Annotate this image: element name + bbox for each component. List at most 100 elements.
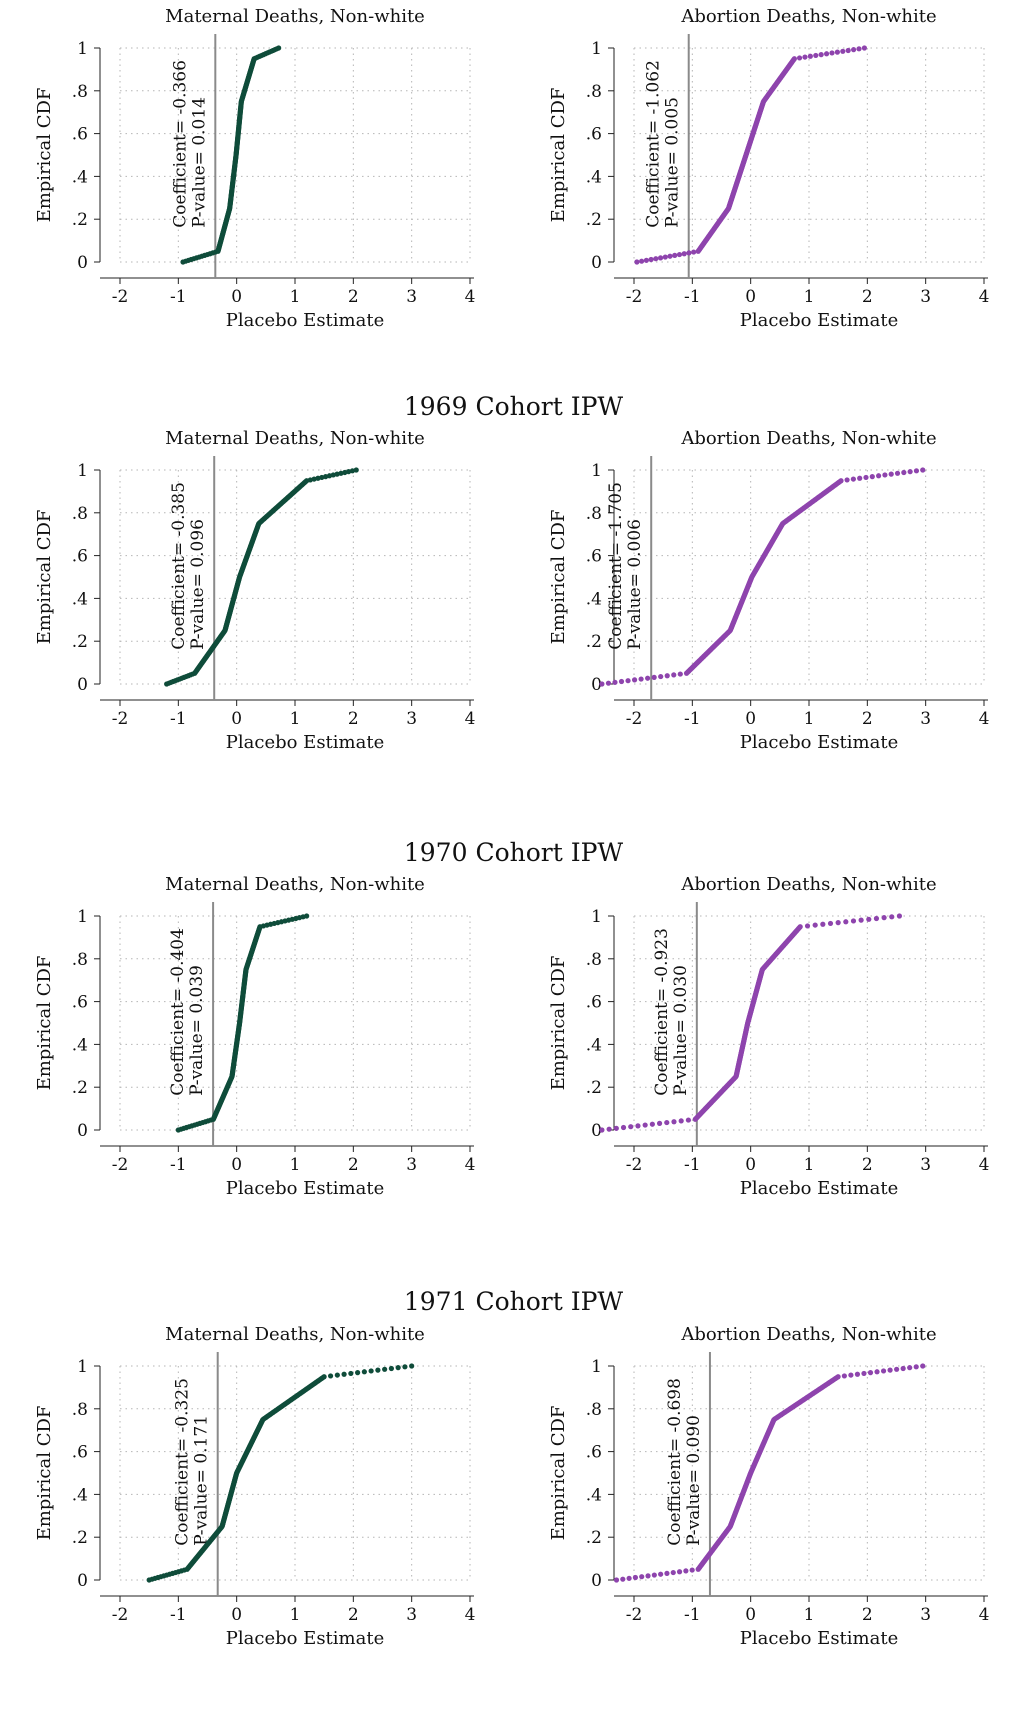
x-tick-label: 4: [465, 1605, 476, 1625]
x-tick-label: 4: [979, 287, 990, 307]
x-tick-label: 3: [920, 709, 931, 729]
cdf-point: [620, 1576, 626, 1582]
cdf-point: [802, 54, 808, 60]
cdf-point: [599, 681, 605, 687]
cdf-point: [850, 476, 856, 482]
panel-1969-abortion: Abortion Deaths, Non-white -2 -1 0 1 2 3 4 0 .2 .4…: [514, 422, 1027, 753]
group-title-1971: 1971 Cohort IPW: [403, 1287, 624, 1316]
cdf-point: [402, 1364, 408, 1370]
y-tick-label: .8: [72, 504, 88, 524]
cdf-point: [618, 678, 625, 685]
x-tick-label: 2: [862, 287, 873, 307]
cdf-point: [276, 45, 282, 51]
x-tick-label: 1: [290, 1155, 301, 1175]
panel-1968-maternal: Maternal Deaths, Non-white -2 -1 0 1 2 3 4 0 .2 .4…: [0, 0, 513, 331]
x-tick-label: 3: [920, 287, 931, 307]
cdf-point: [677, 671, 683, 677]
cdf-point: [873, 915, 880, 922]
pvalue-text: P-value= 0.096: [188, 519, 208, 650]
cdf-point: [835, 920, 841, 926]
cdf-point: [920, 467, 926, 473]
cdf-point: [829, 50, 835, 56]
x-tick-label: 2: [348, 1605, 359, 1625]
y-tick-label: .6: [586, 547, 602, 567]
y-tick-label: 0: [77, 1571, 88, 1591]
cdf-point: [638, 676, 644, 682]
pvalue-text: P-value= 0.030: [671, 965, 691, 1096]
x-tick-label: 4: [465, 287, 476, 307]
cdf-point: [894, 470, 901, 476]
cdf-point: [840, 48, 846, 54]
cdf-point: [857, 475, 863, 481]
x-tick-label: 2: [862, 1605, 873, 1625]
cdf-point: [664, 673, 670, 679]
x-tick-label: 4: [465, 709, 476, 729]
y-axis-title: Empirical CDF: [548, 1406, 569, 1541]
x-tick-label: -1: [170, 709, 187, 729]
cdf-point: [676, 1569, 683, 1575]
panel-1970-maternal: Maternal Deaths, Non-white -2 -1 0 1 2 3 4 0 .2 .4…: [0, 868, 513, 1199]
panel-1968-abortion: Abortion Deaths, Non-white -2 -1 0 1 2 3 4 0 .2 .4…: [514, 0, 1027, 331]
x-tick-label: 0: [745, 1605, 756, 1625]
cdf-point: [368, 1368, 374, 1374]
pvalue-text: P-value= 0.090: [684, 1415, 704, 1546]
group-title-1969: 1969 Cohort IPW: [403, 392, 624, 421]
x-axis-title: Placebo Estimate: [226, 1628, 384, 1649]
y-tick-label: .8: [72, 1400, 88, 1420]
x-tick-label: 0: [745, 287, 756, 307]
x-axis-title: Placebo Estimate: [740, 1628, 898, 1649]
y-tick-label: .4: [586, 1035, 602, 1055]
y-axis-title: Empirical CDF: [548, 956, 569, 1091]
y-tick-label: 1: [591, 1357, 602, 1377]
x-tick-label: 3: [406, 287, 417, 307]
y-tick-label: .4: [72, 1485, 88, 1505]
coefficient-annotation: Coefficient= -0.404 P-value= 0.039: [168, 928, 207, 1096]
x-tick-label: 2: [348, 287, 359, 307]
y-axis-title: Empirical CDF: [34, 956, 55, 1091]
x-tick-label: 3: [920, 1605, 931, 1625]
x-tick-label: 1: [804, 1605, 815, 1625]
chart-svg: Maternal Deaths, Non-white -2 -1 0 1 2 3 4 0 .2 .4…: [34, 1324, 476, 1649]
cdf-point: [834, 49, 840, 55]
x-tick-label: 1: [804, 1155, 815, 1175]
cdf-point: [658, 673, 664, 680]
coefficient-text: Coefficient= -0.385: [169, 482, 189, 650]
cdf-point: [634, 259, 640, 265]
x-tick-label: 2: [862, 1155, 873, 1175]
y-axis-title: Empirical CDF: [34, 88, 55, 223]
cdf-point: [626, 1575, 632, 1581]
cdf-point: [678, 1118, 684, 1124]
x-tick-label: 1: [290, 1605, 301, 1625]
cdf-point: [820, 921, 826, 927]
chart-svg: Maternal Deaths, Non-white -2 -1 0 1 2 3 4 0 .2 .4…: [34, 428, 476, 753]
cdf-point: [649, 1121, 655, 1127]
cdf-point: [671, 672, 677, 678]
cdf-point: [920, 1363, 926, 1369]
cdf-point: [662, 254, 668, 260]
cdf-point: [888, 471, 894, 477]
cdf-point: [645, 675, 651, 681]
x-tick-label: 0: [231, 287, 242, 307]
cdf-point: [683, 1568, 689, 1574]
cdf-point: [869, 474, 875, 480]
cdf-point: [355, 1370, 361, 1376]
cdf-point: [643, 257, 649, 263]
cdf-point: [856, 46, 862, 52]
coefficient-annotation: Coefficient= -0.385 P-value= 0.096: [169, 482, 208, 650]
cdf-point: [913, 468, 920, 474]
group-title-1970: 1970 Cohort IPW: [403, 838, 624, 867]
x-tick-label: 0: [745, 709, 756, 729]
x-tick-label: 4: [979, 1155, 990, 1175]
x-tick-label: 0: [745, 1155, 756, 1175]
cdf-point: [823, 51, 830, 57]
cdf-point: [656, 1120, 663, 1126]
coefficient-annotation: Coefficient= -0.698 P-value= 0.090: [665, 1378, 704, 1546]
x-axis-title: Placebo Estimate: [226, 310, 384, 331]
panel-1969-maternal: Maternal Deaths, Non-white -2 -1 0 1 2 3 4 0 .2 .4…: [0, 422, 513, 753]
cdf-point: [639, 258, 645, 264]
cdf-point: [818, 52, 824, 58]
chart-title: Maternal Deaths, Non-white: [165, 1324, 425, 1345]
coefficient-text: Coefficient= -0.404: [168, 928, 188, 1096]
x-tick-label: 4: [465, 1155, 476, 1175]
